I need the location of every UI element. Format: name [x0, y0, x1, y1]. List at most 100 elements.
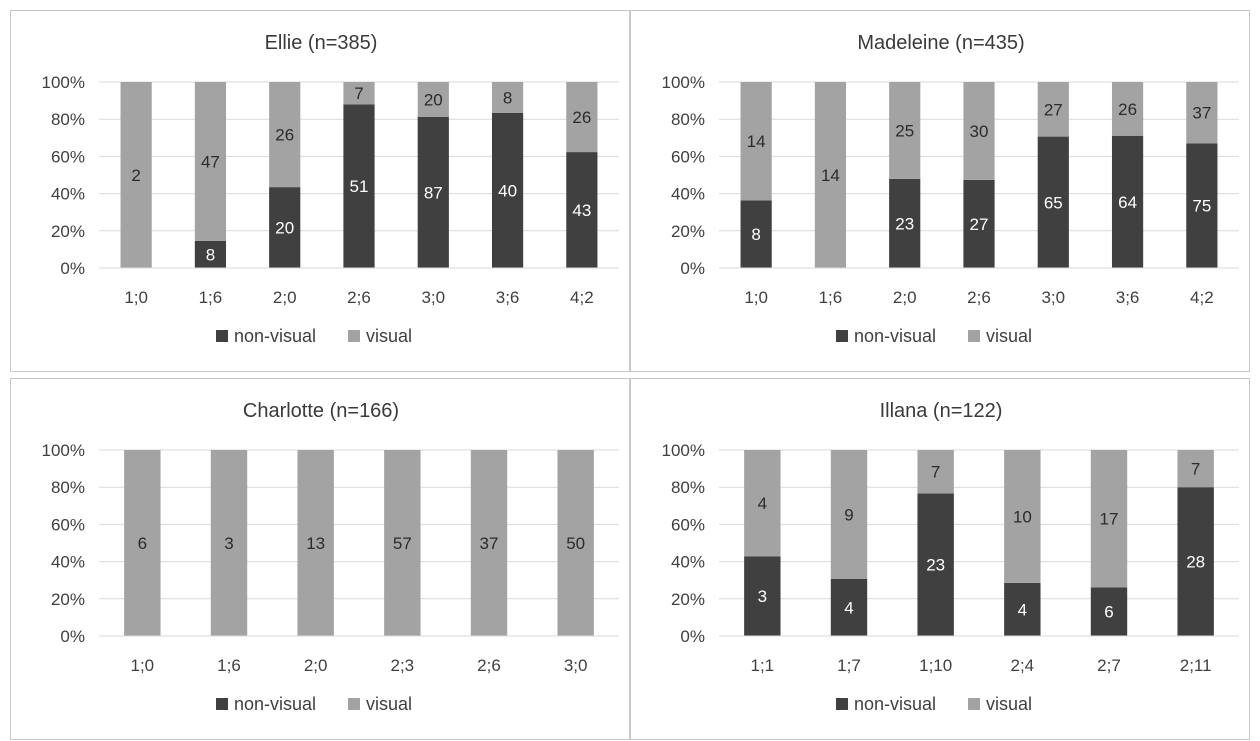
x-tick-label: 1;10 — [919, 656, 952, 675]
bar-segment-visual — [740, 82, 772, 201]
y-tick-label: 100% — [42, 441, 85, 460]
chart-title: Madeleine (n=435) — [857, 32, 1024, 54]
legend-swatch-non-visual — [836, 698, 848, 710]
legend-label-visual: visual — [366, 326, 412, 346]
x-tick-label: 2;0 — [304, 656, 328, 675]
legend-label-non-visual: non-visual — [234, 694, 316, 714]
legend-label-visual: visual — [366, 694, 412, 714]
bar-segment-visual — [194, 82, 227, 241]
y-tick-label: 0% — [60, 627, 85, 646]
legend-swatch-visual — [348, 330, 360, 342]
bar-segment-visual — [557, 450, 594, 636]
legend-swatch-visual — [348, 698, 360, 710]
y-tick-label: 60% — [51, 147, 85, 166]
bar-segment-non-visual — [1177, 487, 1214, 636]
chart-panel-charlotte: Charlotte (n=166) 0% 20% 40% 60% 80% 100% 6 1;0 3… — [10, 378, 630, 740]
bar-segment-visual — [1111, 82, 1144, 136]
x-tick-label: 1;6 — [217, 656, 241, 675]
data-label-non-visual: 51 — [350, 177, 369, 196]
bar-segment-non-visual — [1004, 582, 1041, 636]
chart-svg: Madeleine (n=435) 0% 20% 40% 60% 80% 100% 8 14 1;… — [662, 32, 1239, 346]
y-tick-label: 100% — [42, 73, 85, 92]
legend-swatch-visual — [968, 330, 980, 342]
y-tick-label: 100% — [662, 441, 705, 460]
bar-segment-visual — [210, 450, 248, 636]
x-tick-label: 2;6 — [477, 656, 501, 675]
data-label-non-visual: 40 — [498, 182, 517, 201]
data-label-visual: 25 — [895, 121, 914, 140]
x-tick-label: 2;6 — [347, 288, 371, 307]
data-label-non-visual: 64 — [1118, 193, 1137, 212]
chart-svg: Ellie (n=385) 0% 20% 40% 60% 80% 100% 2 1;0 8 47 1;… — [42, 32, 619, 346]
x-tick-label: 2;7 — [1097, 656, 1121, 675]
data-label-non-visual: 4 — [844, 598, 853, 617]
data-label-non-visual: 6 — [1104, 603, 1113, 622]
bar-segment-non-visual — [744, 556, 781, 636]
data-label-visual: 9 — [844, 505, 853, 524]
x-tick-label: 1;6 — [199, 288, 223, 307]
bar-segment-non-visual — [830, 578, 868, 636]
data-label-visual: 37 — [480, 534, 499, 553]
data-label-visual: 2 — [131, 166, 140, 185]
bar-segment-non-visual — [1186, 143, 1218, 268]
bar-segment-visual — [1186, 82, 1218, 144]
y-tick-label: 100% — [662, 73, 705, 92]
bar-segment-non-visual — [417, 116, 449, 268]
y-tick-label: 20% — [51, 590, 85, 609]
data-label-visual: 47 — [201, 152, 220, 171]
bar-segment-visual — [830, 450, 868, 579]
bar-segment-non-visual — [1111, 135, 1144, 268]
data-label-visual: 7 — [354, 84, 363, 103]
x-tick-label: 4;2 — [570, 288, 594, 307]
data-label-non-visual: 3 — [758, 587, 767, 606]
x-tick-label: 2;6 — [967, 288, 991, 307]
x-tick-label: 2;0 — [273, 288, 297, 307]
data-label-visual: 4 — [758, 494, 767, 513]
y-tick-label: 40% — [671, 185, 705, 204]
bar-segment-visual — [470, 450, 508, 636]
bar-segment-visual — [1177, 450, 1214, 488]
data-label-visual: 26 — [275, 126, 294, 145]
y-tick-label: 20% — [51, 222, 85, 241]
legend-label-visual: visual — [986, 326, 1032, 346]
bar-segment-non-visual — [1090, 587, 1128, 636]
x-tick-label: 2;0 — [893, 288, 917, 307]
chart-title: Ellie (n=385) — [265, 32, 378, 54]
bar-segment-non-visual — [917, 493, 954, 636]
y-tick-label: 40% — [51, 185, 85, 204]
data-label-visual: 20 — [424, 90, 443, 109]
chart-svg: Charlotte (n=166) 0% 20% 40% 60% 80% 100% 6 1;0 3… — [42, 400, 619, 714]
x-tick-label: 1;6 — [819, 288, 843, 307]
bar-segment-visual — [1004, 450, 1041, 583]
bar-segment-visual — [297, 450, 334, 636]
bar-segment-visual — [417, 82, 449, 117]
x-tick-label: 1;1 — [751, 656, 775, 675]
data-label-visual: 37 — [1192, 104, 1211, 123]
y-tick-label: 0% — [60, 259, 85, 278]
bar-segment-visual — [917, 450, 954, 494]
bar-segment-visual — [1037, 82, 1069, 137]
x-tick-label: 2;11 — [1180, 656, 1212, 675]
x-tick-label: 1;0 — [744, 288, 768, 307]
data-label-visual: 7 — [1191, 460, 1200, 479]
bar-segment-non-visual — [889, 178, 921, 268]
y-tick-label: 80% — [51, 110, 85, 129]
data-label-visual: 10 — [1013, 507, 1032, 526]
data-label-visual: 57 — [393, 534, 412, 553]
data-label-visual: 14 — [747, 132, 766, 151]
bar-segment-non-visual — [566, 152, 598, 268]
data-label-visual: 6 — [138, 534, 147, 553]
bar-segment-visual — [814, 82, 847, 268]
data-label-non-visual: 8 — [751, 225, 760, 244]
data-label-non-visual: 27 — [970, 215, 989, 234]
x-tick-label: 3;0 — [1041, 288, 1065, 307]
data-label-non-visual: 43 — [572, 201, 591, 220]
data-label-visual: 17 — [1100, 510, 1119, 529]
data-label-non-visual: 87 — [424, 183, 443, 202]
data-label-visual: 27 — [1044, 100, 1063, 119]
bar-segment-non-visual — [740, 200, 772, 268]
x-tick-label: 3;6 — [496, 288, 520, 307]
data-label-visual: 13 — [306, 534, 325, 553]
bar-segment-non-visual — [269, 187, 301, 268]
